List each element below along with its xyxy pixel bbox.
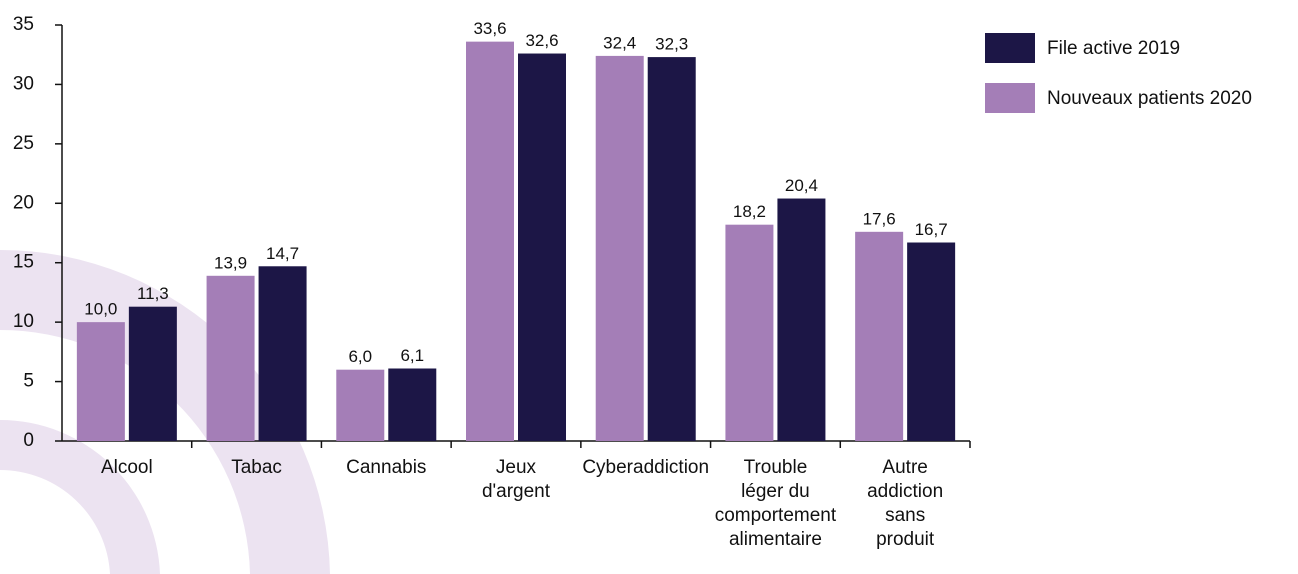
arc — [0, 419, 160, 574]
value-label: 10,0 — [84, 300, 117, 319]
value-label: 6,0 — [348, 347, 372, 366]
value-label: 11,3 — [137, 284, 169, 303]
value-label: 32,3 — [655, 35, 688, 54]
legend-swatch — [985, 83, 1035, 113]
value-label: 16,7 — [915, 220, 948, 239]
bar — [336, 369, 385, 441]
value-label: 18,2 — [733, 202, 766, 221]
y-tick-label: 0 — [23, 430, 34, 451]
bar — [466, 41, 514, 441]
x-tick-label: addiction — [867, 481, 943, 502]
legend-label: File active 2019 — [1047, 38, 1180, 59]
x-tick-label: Tabac — [231, 457, 282, 478]
value-label: 32,4 — [603, 33, 636, 52]
y-tick-label: 35 — [13, 14, 34, 35]
bar — [595, 55, 644, 441]
x-tick-label: comportement — [715, 505, 837, 526]
bar — [128, 306, 177, 441]
value-label: 13,9 — [214, 253, 247, 272]
x-tick-label: Autre — [882, 457, 927, 478]
x-tick-label: d'argent — [482, 481, 551, 502]
x-tick-label: alimentaire — [729, 529, 822, 550]
y-tick-label: 10 — [13, 311, 34, 332]
legend-swatch — [985, 33, 1035, 63]
value-label: 32,6 — [525, 31, 558, 50]
value-label: 6,1 — [400, 346, 424, 365]
bar — [647, 57, 696, 441]
y-tick-label: 30 — [13, 73, 34, 94]
bar — [388, 368, 437, 441]
x-tick-label: Jeux — [496, 457, 537, 478]
x-tick-label: Cannabis — [346, 457, 426, 478]
bar — [855, 231, 904, 441]
bar — [258, 266, 307, 441]
value-label: 20,4 — [785, 176, 818, 195]
bar — [907, 242, 956, 441]
value-label: 17,6 — [863, 209, 896, 228]
x-tick-label: Alcool — [101, 457, 153, 478]
x-tick-label: léger du — [741, 481, 810, 502]
y-tick-label: 15 — [13, 252, 34, 273]
bar — [518, 53, 566, 441]
bar — [777, 198, 826, 441]
x-tick-label: Trouble — [744, 457, 808, 478]
bar — [206, 275, 255, 441]
x-tick-label: Cyberaddiction — [582, 457, 709, 478]
x-tick-label: sans — [885, 505, 925, 526]
y-tick-label: 25 — [13, 133, 34, 154]
x-tick-label: produit — [876, 529, 935, 550]
y-tick-label: 20 — [13, 192, 34, 213]
legend-label: Nouveaux patients 2020 — [1047, 88, 1252, 109]
y-tick-label: 5 — [23, 371, 34, 392]
value-label: 14,7 — [266, 244, 299, 263]
bar — [725, 224, 774, 441]
value-label: 33,6 — [473, 19, 506, 38]
bar — [76, 322, 125, 441]
